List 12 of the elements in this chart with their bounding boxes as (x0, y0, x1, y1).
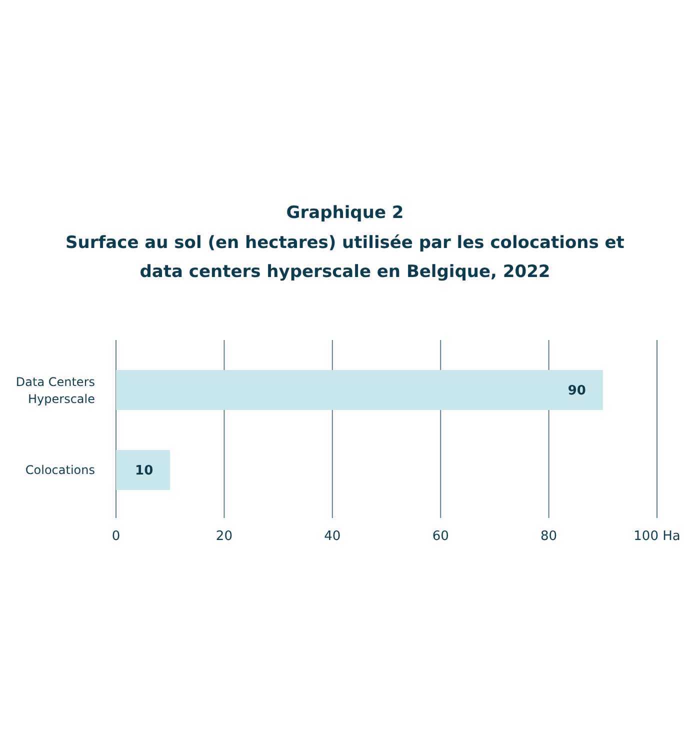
chart-title: Graphique 2 (286, 203, 404, 223)
x-tick-label: 60 (432, 529, 449, 544)
x-tick-label: 100 Ha (634, 529, 680, 544)
x-tick-label: 80 (540, 529, 558, 544)
x-tick-label: 20 (216, 529, 232, 544)
data-label: 10 (135, 464, 154, 479)
y-tick-label: Data Centers Hyperscale (16, 375, 95, 406)
y-tick-label: Colocations (25, 463, 95, 478)
x-tick-label: 0 (112, 529, 120, 544)
chart-subtitle: Surface au sol (en hectares) utilisée par les colocations et data centers hyperscale en Belgique, 2022 (66, 233, 624, 282)
data-label: 90 (568, 384, 586, 399)
x-tick-label: 40 (324, 529, 341, 544)
